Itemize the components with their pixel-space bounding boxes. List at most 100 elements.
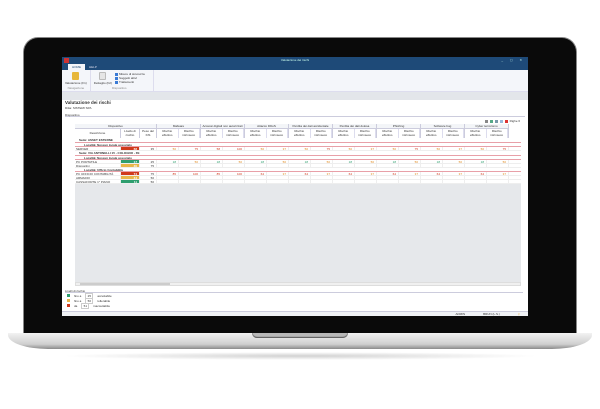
cell-risk-value: 50 — [223, 160, 245, 163]
dettaglio-button[interactable]: Dettaglio (F2) — [94, 72, 112, 85]
cell-risk-value: 50 — [443, 160, 465, 163]
cell-livello: 74 — [121, 172, 140, 175]
column-rischio-intrinseco[interactable]: Rischio intrinseco — [355, 129, 376, 138]
cell-risk-value: 50 — [267, 160, 289, 163]
misure-label: Misure di sicurezza — [118, 72, 145, 76]
header-group-risk: Accessi digitali non autorizzati — [201, 124, 245, 129]
column-livello[interactable]: Livello di rischio — [121, 129, 140, 138]
company-label: Ditta: SISTEMI SPA — [65, 106, 92, 110]
cell-risk-value: 50 — [311, 160, 333, 163]
legend-threshold-input[interactable]: 50 — [85, 297, 94, 304]
soggetti-button[interactable]: Soggetti attivi — [114, 76, 145, 80]
cell-risk-value — [223, 176, 245, 179]
window-controls[interactable]: _ ▢ ✕ — [501, 58, 525, 62]
cell-risk-value: 50 — [465, 147, 487, 150]
column-peso[interactable]: Peso del KIS — [140, 129, 157, 138]
misure-button[interactable]: Misure di sicurezza — [114, 72, 145, 76]
horizontal-scrollbar[interactable] — [75, 282, 521, 286]
cell-risk-value: 37 — [311, 172, 333, 175]
print-icon[interactable] — [484, 119, 488, 123]
cell-risk-value: 100 — [223, 147, 245, 150]
header-group-risk: Cyber terrorismo — [465, 124, 509, 129]
column-rischio-effettivo[interactable]: Rischio effettivo — [421, 129, 443, 138]
cell-livello: 68 — [121, 147, 140, 150]
table-row[interactable]: SERVER 68 35 50 75 58 100 50 37 50 75 50 37 50 75 50 37 5… — [75, 147, 521, 151]
legend-prefix: fino a — [74, 293, 82, 298]
header-group-risk: Attacco DDoS — [245, 124, 289, 129]
legend-threshold-input[interactable]: 51 — [81, 302, 90, 309]
column-rischio-effettivo[interactable]: Rischio effettivo — [245, 129, 267, 138]
column-rischio-intrinseco[interactable]: Rischio intrinseco — [223, 129, 244, 138]
app-icon — [64, 58, 69, 63]
column-rischio-intrinseco[interactable]: Rischio intrinseco — [487, 129, 508, 138]
title-bar: Valutazione dei rischi _ ▢ ✕ — [62, 57, 528, 64]
cell-risk-value: 100 — [223, 172, 245, 175]
cell-risk-value — [465, 164, 487, 167]
sede-group-row[interactable]: Sede: ASSET ESTERNE — [75, 138, 521, 143]
header-groups: Dispositivo Malware Accessi digitali non a… — [75, 124, 521, 129]
column-rischio-effettivo[interactable]: Rischio effettivo — [201, 129, 223, 138]
cell-risk-value — [421, 180, 443, 183]
cell-risk-value: 75 — [179, 147, 201, 150]
tab-help[interactable]: HELP — [89, 65, 97, 69]
scrollbar-thumb[interactable] — [80, 283, 170, 285]
table-row[interactable]: ARMADIO 34 50 — [75, 176, 521, 180]
table-row[interactable]: PC UFFICIO CONTABILITÀ 74 75 85 100 85 100 64 37… — [75, 172, 521, 176]
sede-group-row[interactable]: Sede: VIA ANTONELLI 15 - COLOGNO - FE — [75, 151, 521, 156]
column-rischio-effettivo[interactable]: Rischio effettivo — [377, 129, 399, 138]
column-rischio-effettivo[interactable]: Rischio effettivo — [289, 129, 311, 138]
cell-risk-value — [289, 164, 311, 167]
localita-group-row[interactable]: Località: Ufficio Contabilità — [75, 168, 521, 172]
header-group-risk: Perdita dei dati dolosa — [333, 124, 377, 129]
cell-descrizione: CASSAFORTE 1° PIANO — [75, 180, 121, 183]
cell-risk-value: 75 — [311, 147, 333, 150]
dettaglio-label: Dettaglio (F2) — [93, 81, 112, 85]
column-rischio-intrinseco[interactable]: Rischio intrinseco — [443, 129, 464, 138]
cell-risk-value — [223, 164, 245, 167]
column-rischio-intrinseco[interactable]: Rischio intrinseco — [179, 129, 200, 138]
dispositivo-filter[interactable]: Dispositivo — [65, 113, 525, 117]
cell-descrizione: Dispositivi — [75, 164, 121, 167]
column-rischio-effettivo[interactable]: Rischio effettivo — [465, 129, 487, 138]
column-rischio-intrinseco[interactable]: Rischio intrinseco — [311, 129, 332, 138]
cell-risk-value — [355, 176, 377, 179]
column-descrizione[interactable]: Descrizione — [75, 129, 121, 138]
cell-risk-value: 18 — [289, 160, 311, 163]
columns-icon[interactable] — [499, 119, 503, 123]
valutazione-label: Valutazione (F1) — [65, 81, 87, 85]
localita-group-row[interactable]: Località: Nessun locale associato — [75, 156, 521, 160]
excel-icon[interactable] — [489, 119, 493, 123]
pdf-icon[interactable] — [504, 119, 508, 123]
cell-risk-value — [201, 164, 223, 167]
header-group-risk: Malware — [157, 124, 201, 129]
cell-risk-value — [487, 180, 509, 183]
legend-label: inaccettabile — [93, 303, 111, 308]
table-row[interactable]: Dispositivi 30 75 — [75, 164, 521, 168]
cell-risk-value: 50 — [355, 160, 377, 163]
cell-risk-value: 50 — [333, 147, 355, 150]
list-icon — [114, 80, 118, 84]
risk-subcolumns: Rischio effettivo Rischio intrinseco — [157, 129, 201, 138]
window-title: Valutazione dei rischi — [280, 58, 310, 62]
tab-home[interactable]: HOME — [68, 64, 85, 70]
cell-risk-value — [421, 176, 443, 179]
cell-livello: 17 — [121, 160, 140, 163]
table-row[interactable]: PC PORTATILE 17 25 18 50 18 50 18 50 18 50 18 50 18 50… — [75, 160, 521, 164]
column-rischio-effettivo[interactable]: Rischio effettivo — [157, 129, 179, 138]
ribbon-group-dispositivo: Dettaglio (F2) Misure di sicurezza Sogge… — [91, 70, 154, 91]
trattamenti-label: Trattamenti — [118, 80, 135, 84]
shield-icon — [114, 72, 118, 76]
refresh-icon[interactable] — [494, 119, 498, 123]
column-rischio-intrinseco[interactable]: Rischio intrinseco — [399, 129, 420, 138]
trattamenti-button[interactable]: Trattamenti — [114, 80, 145, 84]
column-rischio-intrinseco[interactable]: Rischio intrinseco — [267, 129, 288, 138]
cell-risk-value: 50 — [399, 160, 421, 163]
cell-risk-value — [355, 180, 377, 183]
valutazione-button[interactable]: Valutazione (F1) — [65, 72, 87, 85]
column-rischio-effettivo[interactable]: Rischio effettivo — [333, 129, 355, 138]
cell-risk-value: 37 — [355, 172, 377, 175]
localita-group-row[interactable]: Località: Nessun locale associato — [75, 143, 521, 147]
table-row[interactable]: CASSAFORTE 1° PIANO 11 50 — [75, 180, 521, 184]
risk-subcolumns: Rischio effettivo Rischio intrinseco — [333, 129, 377, 138]
risk-legend: Livelli di rischio fino a 25 accettabile fi… — [65, 289, 523, 309]
